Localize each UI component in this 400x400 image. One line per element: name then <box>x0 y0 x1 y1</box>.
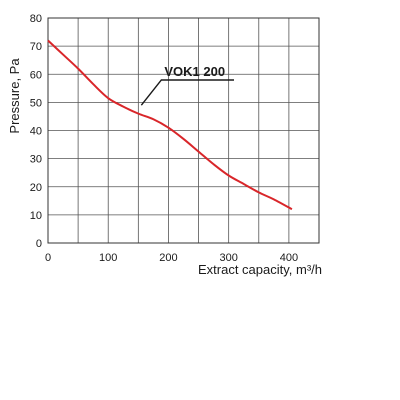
x-axis-label: Extract capacity, m³/h <box>198 262 322 277</box>
x-tick-label: 300 <box>219 252 237 264</box>
y-axis-label: Pressure, Pa <box>7 58 22 134</box>
x-tick-label: 100 <box>99 252 117 264</box>
x-tick-label: 200 <box>159 252 177 264</box>
tick-layer: 0 100 200 300 400 0 10 20 30 40 50 60 70 80 <box>30 13 298 264</box>
annotation-layer: VOK1 200 <box>140 64 234 106</box>
y-tick-label: 40 <box>30 126 42 138</box>
x-tick-label: 400 <box>280 252 298 264</box>
plot-frame <box>47 17 320 244</box>
y-tick-label: 80 <box>30 13 42 25</box>
grid-layer <box>48 18 319 243</box>
y-tick-label: 50 <box>30 97 42 109</box>
y-tick-label: 0 <box>36 238 42 250</box>
y-tick-label: 10 <box>30 210 42 222</box>
y-tick-label: 60 <box>30 69 42 81</box>
y-tick-label: 30 <box>30 154 42 166</box>
series-layer <box>47 39 293 211</box>
series-line <box>47 39 293 211</box>
y-tick-label: 20 <box>30 182 42 194</box>
y-tick-label: 70 <box>30 41 42 53</box>
series-annotation-label: VOK1 200 <box>164 64 225 79</box>
annotation-leader-line <box>140 79 234 106</box>
x-tick-label: 0 <box>45 252 51 264</box>
